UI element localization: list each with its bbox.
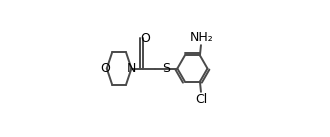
Text: N: N bbox=[127, 62, 136, 75]
Text: O: O bbox=[140, 32, 150, 45]
Text: NH₂: NH₂ bbox=[189, 31, 213, 44]
Text: Cl: Cl bbox=[195, 93, 208, 106]
Text: S: S bbox=[162, 62, 170, 75]
Text: O: O bbox=[101, 62, 111, 75]
